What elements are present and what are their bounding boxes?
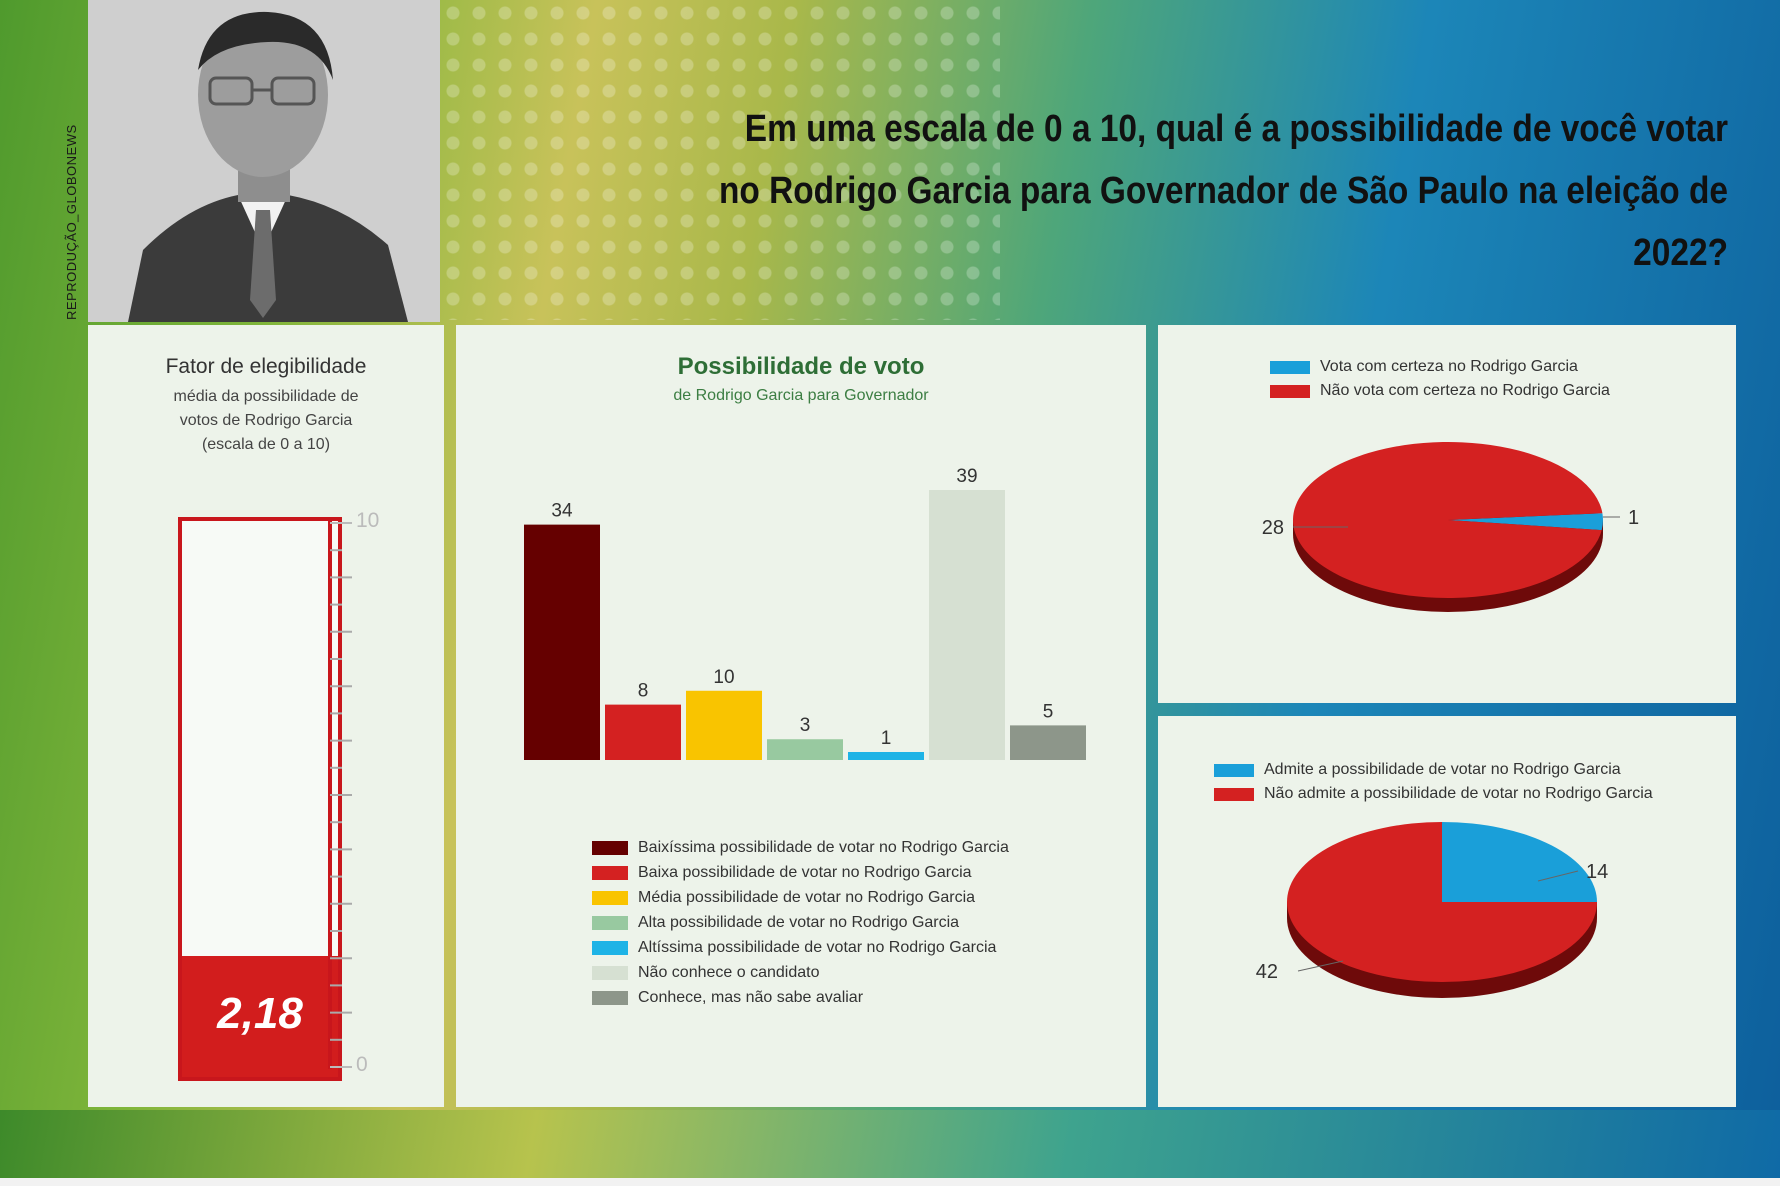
bar-value-label: 1 <box>881 728 892 749</box>
gauge-subtitle-line: média da possibilidade de <box>173 388 359 405</box>
legend-swatch <box>592 890 628 905</box>
bar <box>605 704 681 760</box>
legend-item: Não admite a possibilidade de votar no R… <box>1214 782 1653 806</box>
legend-swatch <box>592 940 628 955</box>
bottom-band <box>0 1110 1780 1186</box>
eligibility-panel: Fator de elegibilidade média da possibil… <box>88 325 444 1107</box>
bar <box>929 490 1005 760</box>
legend-swatch <box>592 915 628 930</box>
legend-label: Baixa possibilidade de votar no Rodrigo … <box>638 863 972 881</box>
pie-value-label: 42 <box>1256 961 1278 983</box>
bar <box>1010 725 1086 760</box>
bar <box>686 690 762 760</box>
legend-label: Vota com certeza no Rodrigo Garcia <box>1320 358 1578 375</box>
admit-vote-panel: Admite a possibilidade de votar no Rodri… <box>1158 716 1736 1107</box>
legend-label: Alta possibilidade de votar no Rodrigo G… <box>638 913 960 931</box>
pie-value-label: 14 <box>1586 861 1608 883</box>
gauge-tick-label-max: 10 <box>356 509 380 532</box>
pie-slice <box>1448 513 1603 531</box>
pie-value-label: 28 <box>1262 517 1284 539</box>
dot-pattern <box>440 0 1000 320</box>
bar <box>524 524 600 760</box>
legend-item: Conhece, mas não sabe avaliar <box>592 985 1009 1010</box>
pie-leader-line <box>1297 960 1344 972</box>
legend-item: Média possibilidade de votar no Rodrigo … <box>592 885 1009 910</box>
gauge-fill <box>182 956 338 1077</box>
legend-label: Baixíssima possibilidade de votar no Rod… <box>638 838 1009 856</box>
legend-item: Alta possibilidade de votar no Rodrigo G… <box>592 910 1009 935</box>
bar-value-label: 34 <box>551 501 573 522</box>
gauge-subtitle-line: (escala de 0 a 10) <box>201 436 331 453</box>
bar-value-label: 39 <box>956 466 977 487</box>
pie-slice <box>1293 442 1603 598</box>
bar-chart-title: Possibilidade de voto <box>677 353 925 380</box>
legend-swatch <box>592 965 628 980</box>
vote-possibility-panel: Possibilidade de voto de Rodrigo Garcia … <box>456 325 1146 1107</box>
bar-value-label: 5 <box>1043 701 1054 722</box>
certain-vote-panel: Vota com certeza no Rodrigo Garcia Não vo… <box>1158 325 1736 703</box>
legend-item: Não conhece o candidato <box>592 960 1009 985</box>
photo-credit: REPRODUÇÃO_GLOBONEWS <box>64 124 79 320</box>
legend-item: Não vota com certeza no Rodrigo Garcia <box>1270 379 1610 403</box>
pie-slice <box>1442 822 1597 902</box>
legend-label: Média possibilidade de votar no Rodrigo … <box>638 888 976 906</box>
headline-line-2: no Rodrigo Garcia para Governador de São… <box>718 170 1728 274</box>
legend-swatch <box>592 990 628 1005</box>
bar <box>767 739 843 760</box>
legend-swatch <box>1270 360 1310 374</box>
legend-swatch <box>1270 384 1310 398</box>
legend-item: Baixa possibilidade de votar no Rodrigo … <box>592 860 1009 885</box>
legend-label: Não admite a possibilidade de votar no R… <box>1264 785 1653 802</box>
gauge-tick-label-min: 0 <box>356 1053 368 1076</box>
legend-item: Altíssima possibilidade de votar no Rodr… <box>592 935 1009 960</box>
pie1-legend: Vota com certeza no Rodrigo Garcia Não vo… <box>1270 355 1610 403</box>
gauge-scale <box>328 521 352 1069</box>
gauge-value: 2,18 <box>217 989 303 1038</box>
gauge-subtitle-line: votos de Rodrigo Garcia <box>179 412 353 429</box>
pie2-legend: Admite a possibilidade de votar no Rodri… <box>1214 758 1653 806</box>
headline: Em uma escala de 0 a 10, qual é a possib… <box>619 98 1728 284</box>
pie2-chart: 14 42 <box>1256 822 1608 998</box>
gauge-title: Fator de elegibilidade <box>165 355 367 378</box>
legend-swatch <box>592 840 628 855</box>
legend-label: Não conhece o candidato <box>638 963 820 981</box>
bar-value-label: 8 <box>638 681 649 702</box>
gauge-thermometer: 2,18 <box>178 517 342 1081</box>
legend-swatch <box>1214 787 1254 801</box>
pie-slice <box>1287 822 1597 982</box>
legend-item: Vota com certeza no Rodrigo Garcia <box>1270 355 1610 379</box>
bar-value-label: 10 <box>713 667 734 688</box>
legend-label: Altíssima possibilidade de votar no Rodr… <box>638 938 997 956</box>
pie-value-label: 1 <box>1628 507 1639 529</box>
legend-label: Admite a possibilidade de votar no Rodri… <box>1264 761 1621 778</box>
legend-item: Admite a possibilidade de votar no Rodri… <box>1214 758 1653 782</box>
bar-legend: Baixíssima possibilidade de votar no Rod… <box>592 835 1009 1010</box>
legend-label: Conhece, mas não sabe avaliar <box>638 988 864 1006</box>
bottom-strip <box>0 1178 1780 1186</box>
bar <box>848 752 924 760</box>
legend-swatch <box>592 865 628 880</box>
legend-item: Baixíssima possibilidade de votar no Rod… <box>592 835 1009 860</box>
bar-value-label: 3 <box>800 715 811 736</box>
legend-swatch <box>1214 763 1254 777</box>
headline-line-1: Em uma escala de 0 a 10, qual é a possib… <box>744 108 1728 150</box>
bar-chart-subtitle: de Rodrigo Garcia para Governador <box>673 387 929 404</box>
bar-chart: 34 8 10 3 1 39 5 <box>524 466 1086 760</box>
pie1-chart: 1 28 <box>1262 442 1639 612</box>
pie-leader-line <box>1537 870 1579 882</box>
gauge-subtitle: média da possibilidade de votos de Rodri… <box>148 385 384 457</box>
legend-label: Não vota com certeza no Rodrigo Garcia <box>1320 382 1610 399</box>
candidate-photo <box>88 0 440 322</box>
